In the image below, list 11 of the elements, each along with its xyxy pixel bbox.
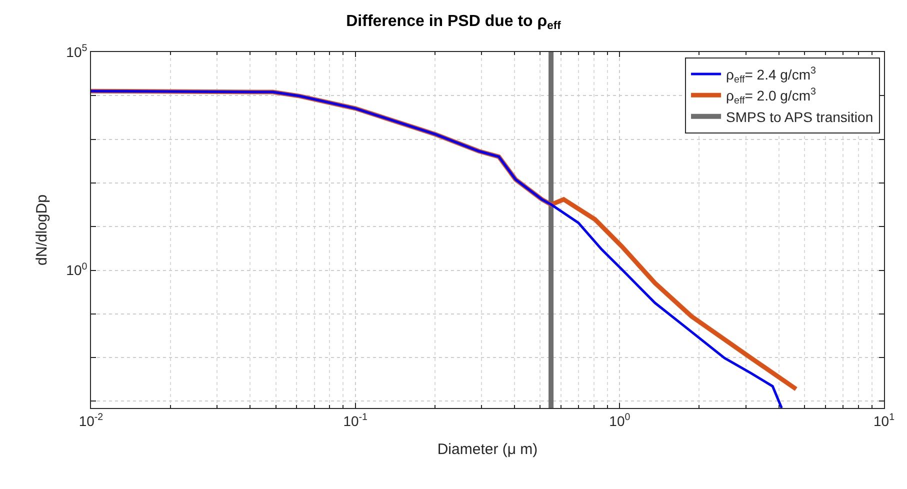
x-tick-label: 10$^{1}$ (873, 412, 895, 429)
y-axis-title: dN/dlogDp (33, 194, 50, 266)
legend-label: ρ$_{eff}$= 2.0 g/cm$^{3}$ (726, 86, 816, 107)
y-tick-label: 10$^{5}$ (66, 43, 88, 60)
x-tick-label: 10$^{-1}$ (343, 412, 368, 429)
x-axis-title: Diameter (μ m) (437, 440, 538, 458)
legend-label: SMPS to APS transition (726, 108, 874, 125)
legend-label: ρ$_{eff}$= 2.4 g/cm$^{3}$ (726, 66, 816, 86)
x-tick-label: 10$^{-2}$ (78, 412, 104, 429)
chart-title: Difference in PSD due to ρ$_{eff}$ (346, 12, 562, 32)
x-tick-label: 10$^{0}$ (609, 412, 631, 429)
